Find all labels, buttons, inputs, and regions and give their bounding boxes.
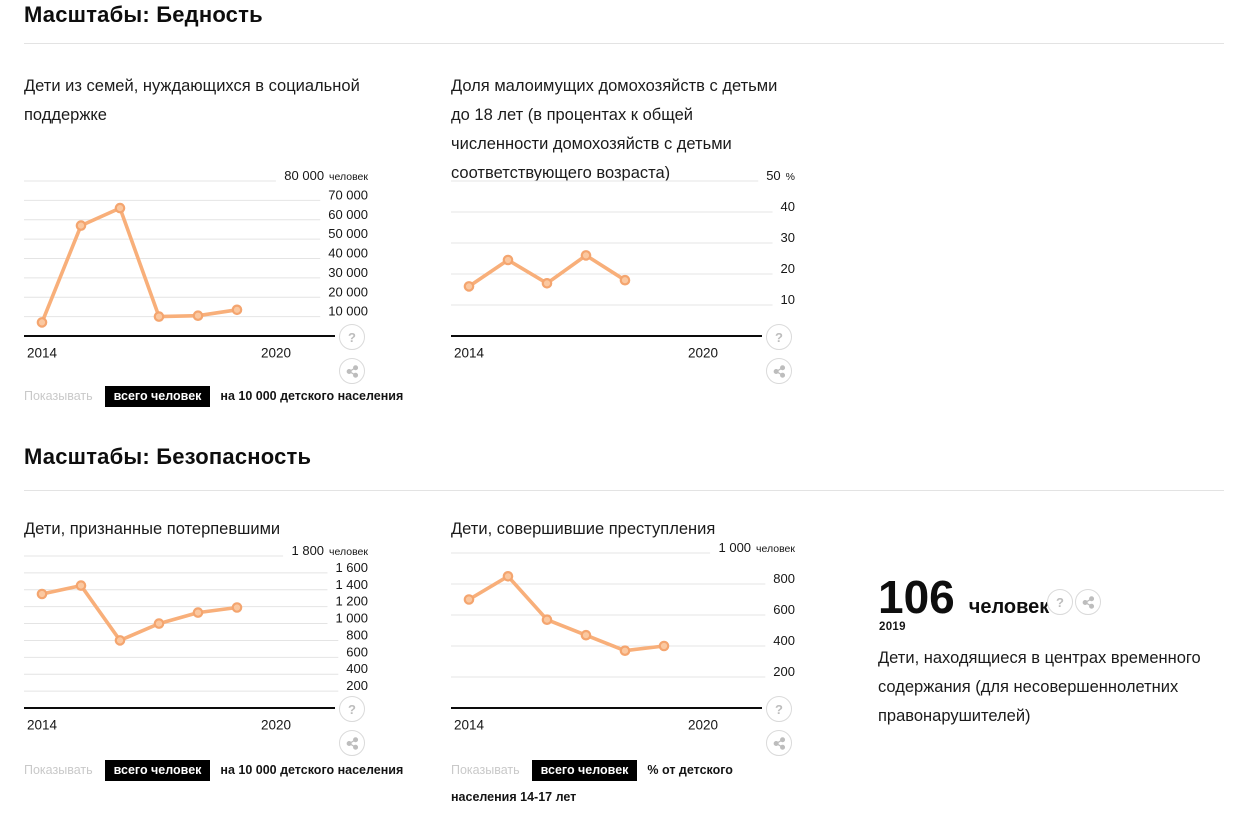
units-toggle: Показывать всего человек на 10 000 детског… [24, 757, 448, 784]
toggle-option-total-active[interactable]: всего человек [104, 386, 211, 407]
svg-text:40 000: 40 000 [328, 246, 368, 261]
svg-text:800: 800 [346, 627, 368, 642]
line-chart-children-crimes: 1 000 человек 800 600 400 200 2014 2020 [451, 540, 795, 733]
share-icon [773, 364, 785, 378]
share-button[interactable] [339, 358, 365, 384]
svg-text:400: 400 [773, 633, 795, 648]
svg-text:10 000: 10 000 [328, 304, 368, 319]
line-chart-poor-households: 50 % 40 30 20 10 2014 2020 [451, 168, 795, 361]
share-icon [346, 736, 358, 750]
svg-text:30: 30 [781, 230, 795, 245]
svg-text:2020: 2020 [688, 346, 718, 361]
share-button[interactable] [339, 730, 365, 756]
toggle-caption: Показывать [451, 763, 520, 777]
svg-text:50%: 50% [766, 168, 795, 183]
stat-value: 106 [878, 571, 955, 623]
stat-unit: человек [968, 596, 1050, 618]
share-button[interactable] [766, 730, 792, 756]
question-mark-icon: ? [348, 329, 356, 345]
svg-text:20 000: 20 000 [328, 284, 368, 299]
svg-text:2014: 2014 [27, 718, 58, 733]
chart-title-children-crimes: Дети, совершившие преступления [451, 520, 716, 538]
chart-title-poor-households: Доля малоимущих домохозяйств с детьми до… [451, 77, 778, 182]
svg-text:2020: 2020 [261, 346, 291, 361]
toggle-option-per-10000[interactable]: на 10 000 детского населения [220, 763, 404, 777]
toggle-caption: Показывать [24, 763, 93, 777]
question-mark-icon: ? [775, 329, 783, 345]
share-button[interactable] [1075, 589, 1101, 615]
svg-text:1 200: 1 200 [335, 594, 368, 609]
question-mark-icon: ? [348, 701, 356, 717]
help-button[interactable]: ? [339, 324, 365, 350]
help-button[interactable]: ? [766, 696, 792, 722]
toggle-option-per-10000[interactable]: на 10 000 детского населения [220, 389, 404, 403]
units-toggle: Показывать всего человек на 10 000 детског… [24, 383, 448, 410]
question-mark-icon: ? [1056, 594, 1064, 610]
chart-title-children-victims: Дети, признанные потерпевшими [24, 520, 281, 538]
svg-text:10: 10 [781, 292, 795, 307]
share-button[interactable] [766, 358, 792, 384]
svg-text:1 600: 1 600 [335, 560, 368, 575]
svg-text:40: 40 [781, 199, 795, 214]
svg-text:2020: 2020 [688, 718, 718, 733]
share-icon [346, 364, 358, 378]
svg-text:600: 600 [346, 644, 368, 659]
svg-text:200: 200 [346, 678, 368, 693]
svg-text:400: 400 [346, 661, 368, 676]
help-button[interactable]: ? [1047, 589, 1073, 615]
section-title-poverty: Масштабы: Бедность [24, 2, 263, 27]
svg-text:1 000: 1 000 [335, 611, 368, 626]
svg-text:600: 600 [773, 602, 795, 617]
section-divider [24, 43, 1224, 44]
toggle-option-percent-14-17[interactable]: % от детского населения 14-17 лет [451, 763, 733, 804]
svg-text:20: 20 [781, 261, 795, 276]
share-icon [1082, 595, 1094, 609]
svg-text:2014: 2014 [454, 346, 485, 361]
toggle-caption: Показывать [24, 389, 93, 403]
svg-text:2014: 2014 [27, 346, 58, 361]
stat-detention-centers: 106 человек [878, 574, 1049, 620]
stat-description: Дети, находящиеся в центрах временного с… [878, 649, 1201, 725]
help-button[interactable]: ? [339, 696, 365, 722]
svg-text:1 400: 1 400 [335, 577, 368, 592]
question-mark-icon: ? [775, 701, 783, 717]
svg-text:70 000: 70 000 [328, 187, 368, 202]
svg-text:30 000: 30 000 [328, 265, 368, 280]
chart-title-needy-families: Дети из семей, нуждающихся в социальной … [24, 77, 360, 124]
line-chart-needy-families: 80 000 человек 70 000 60 000 50 000 40 000 30 … [24, 168, 368, 361]
svg-text:50 000: 50 000 [328, 226, 368, 241]
svg-text:60 000: 60 000 [328, 207, 368, 222]
toggle-option-total-active[interactable]: всего человек [104, 760, 211, 781]
svg-text:2020: 2020 [261, 718, 291, 733]
toggle-option-total-active[interactable]: всего человек [531, 760, 638, 781]
stat-year: 2019 [879, 621, 906, 633]
svg-text:200: 200 [773, 664, 795, 679]
share-icon [773, 736, 785, 750]
section-title-safety: Масштабы: Безопасность [24, 444, 312, 469]
svg-text:2014: 2014 [454, 718, 485, 733]
help-button[interactable]: ? [766, 324, 792, 350]
svg-text:800: 800 [773, 571, 795, 586]
units-toggle: Показывать всего человек% от детского нас… [451, 757, 795, 811]
section-divider [24, 490, 1224, 491]
